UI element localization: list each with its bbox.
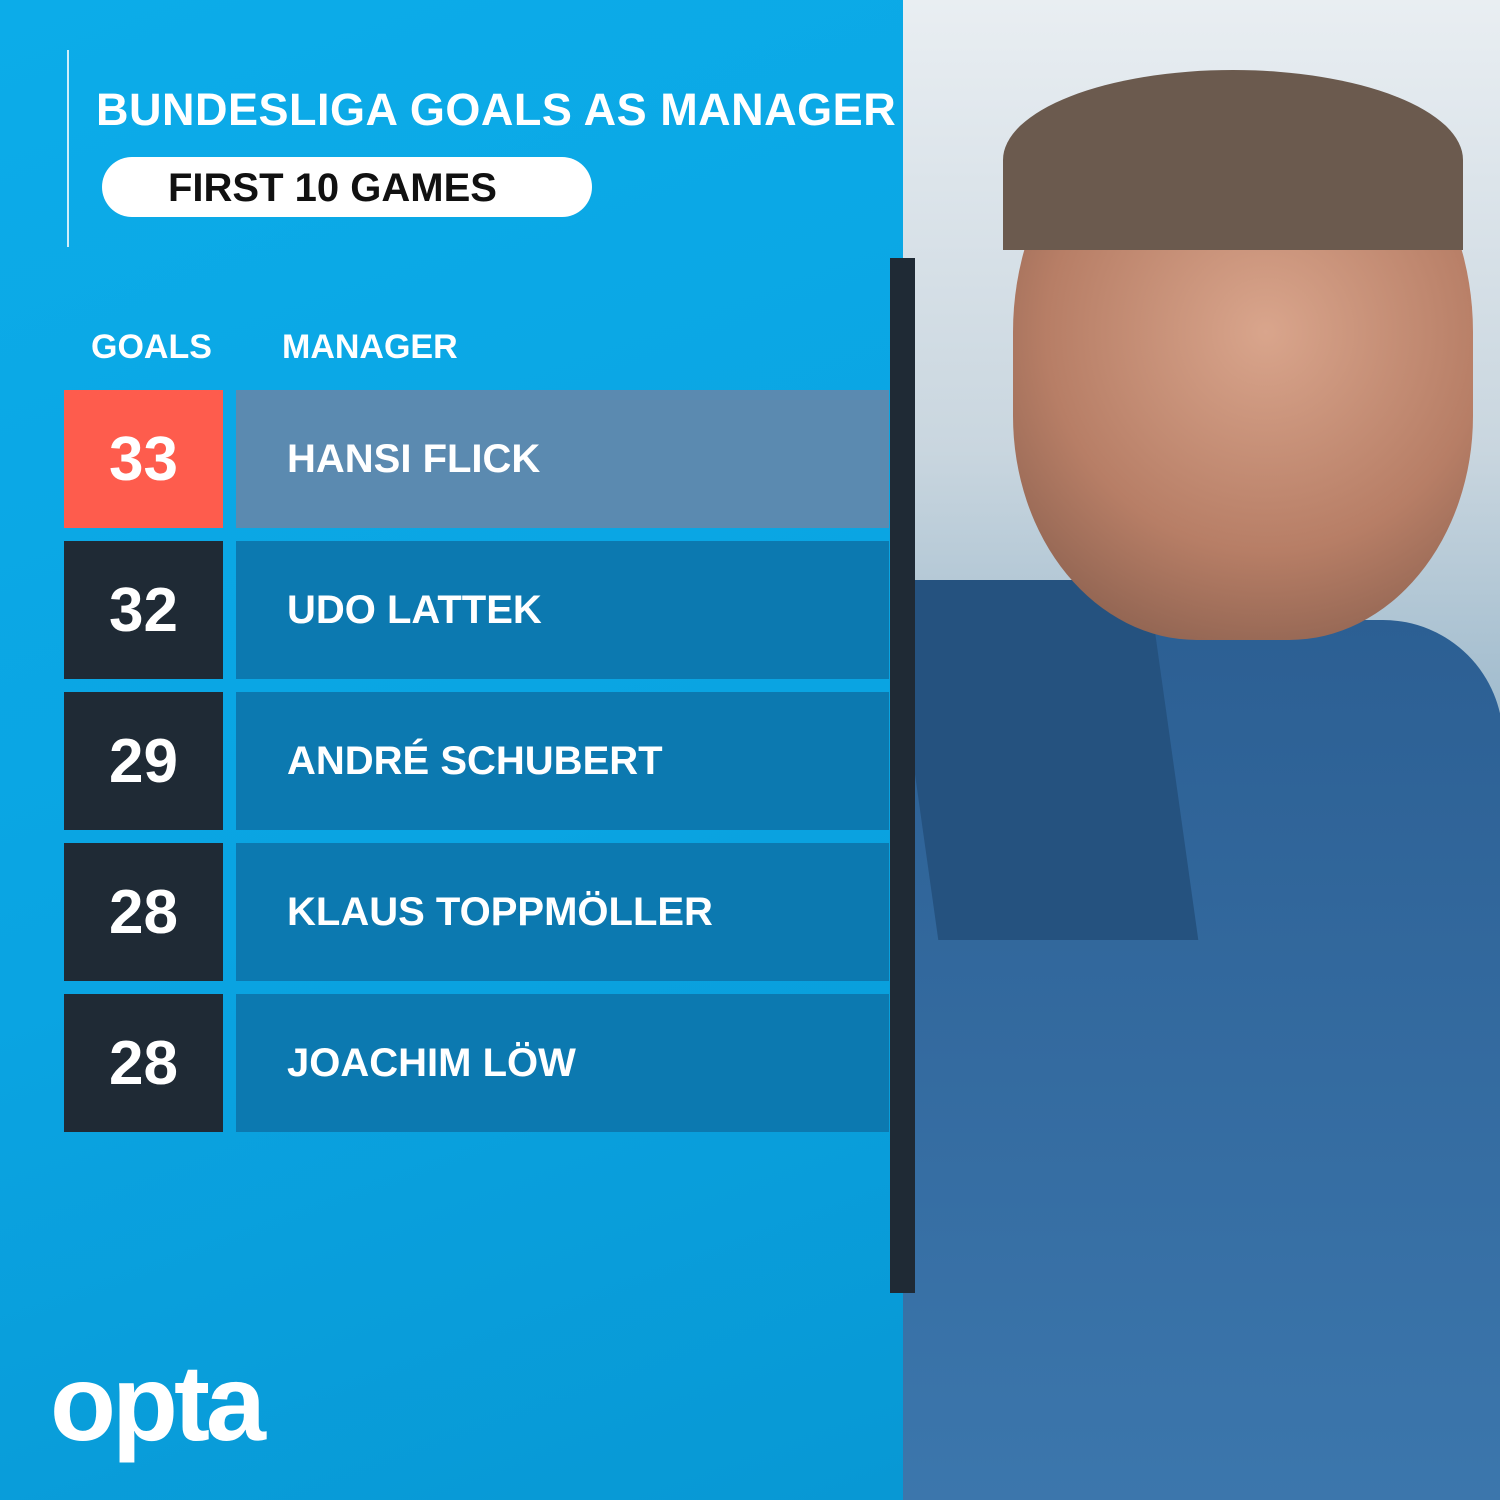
- opta-logo: opta: [50, 1342, 266, 1463]
- accent-line: [67, 50, 69, 247]
- goals-value: 29: [64, 692, 223, 830]
- chart-title: BUNDESLIGA GOALS AS MANAGER: [96, 84, 897, 135]
- hair-shape: [1003, 70, 1463, 250]
- table-row: 28 JOACHIM LÖW: [64, 994, 889, 1132]
- manager-name: ANDRÉ SCHUBERT: [236, 692, 889, 830]
- subtitle-pill: FIRST 10 GAMES: [102, 157, 592, 217]
- goals-value: 32: [64, 541, 223, 679]
- manager-name: UDO LATTEK: [236, 541, 889, 679]
- divider-bar: [890, 258, 915, 1293]
- goals-value: 33: [64, 390, 223, 528]
- column-header-manager: MANAGER: [282, 328, 458, 366]
- goals-value: 28: [64, 843, 223, 981]
- column-header-goals: GOALS: [91, 328, 212, 366]
- manager-name: KLAUS TOPPMÖLLER: [236, 843, 889, 981]
- chart-subtitle: FIRST 10 GAMES: [168, 166, 497, 210]
- manager-name: HANSI FLICK: [236, 390, 889, 528]
- goals-value: 28: [64, 994, 223, 1132]
- table-row: 28 KLAUS TOPPMÖLLER: [64, 843, 889, 981]
- table-row: 32 UDO LATTEK: [64, 541, 889, 679]
- table-row: 33 HANSI FLICK: [64, 390, 889, 528]
- table-row: 29 ANDRÉ SCHUBERT: [64, 692, 889, 830]
- manager-name: JOACHIM LÖW: [236, 994, 889, 1132]
- manager-photo: [903, 0, 1500, 1500]
